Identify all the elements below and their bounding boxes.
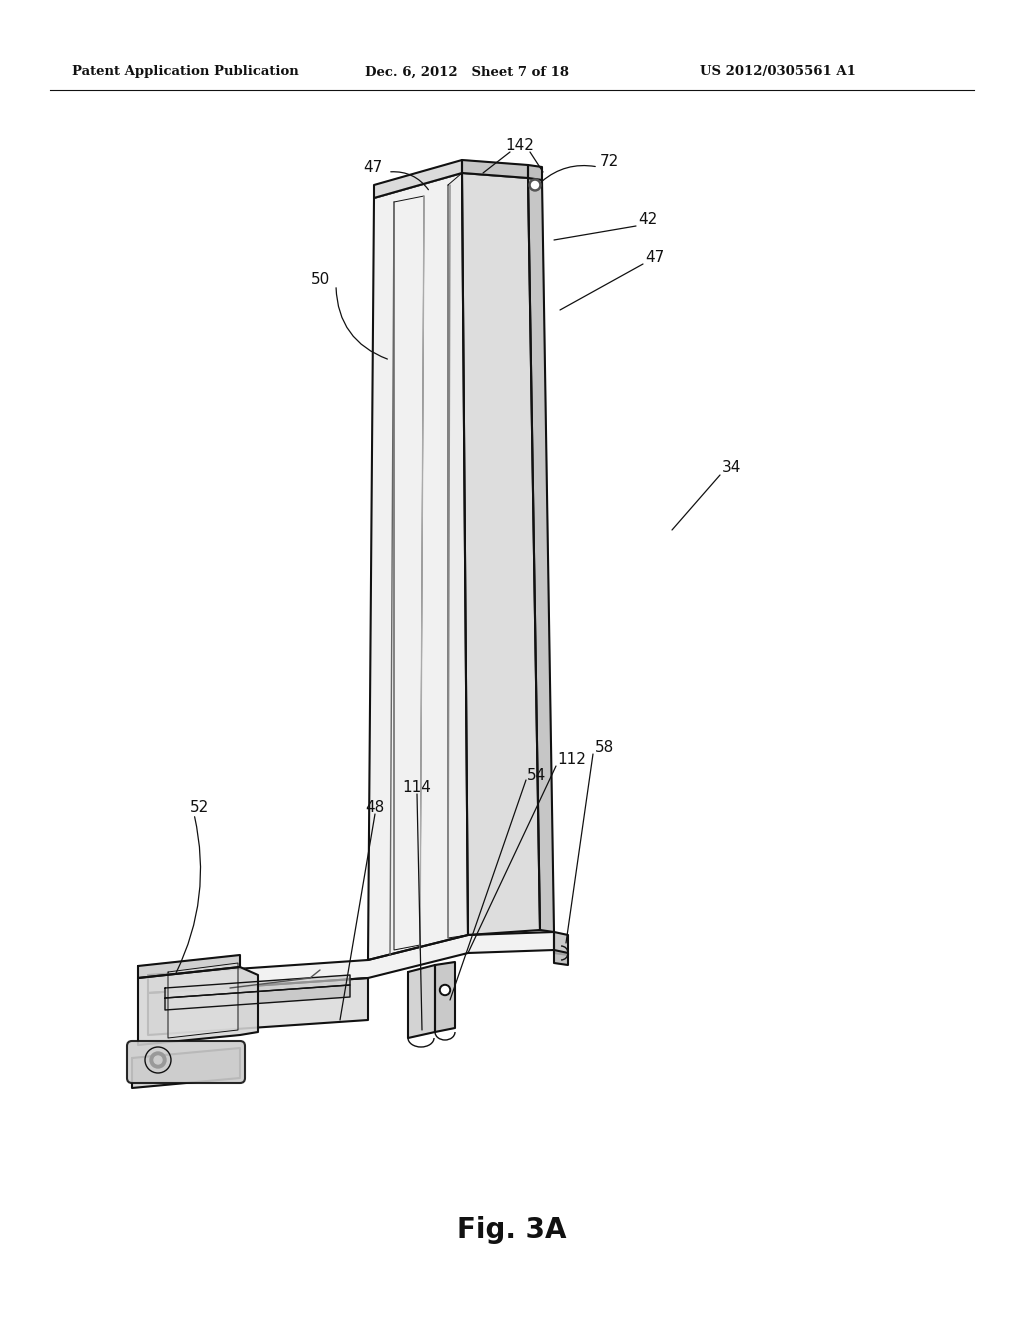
Polygon shape <box>165 985 350 1010</box>
Text: 114: 114 <box>402 780 431 796</box>
Text: Dec. 6, 2012   Sheet 7 of 18: Dec. 6, 2012 Sheet 7 of 18 <box>365 66 569 78</box>
Polygon shape <box>462 173 540 935</box>
Text: Fig. 3A: Fig. 3A <box>458 1216 566 1243</box>
Text: 52: 52 <box>190 800 209 816</box>
Circle shape <box>150 1052 166 1068</box>
Polygon shape <box>374 160 462 198</box>
Text: 47: 47 <box>364 161 383 176</box>
Polygon shape <box>132 1048 240 1088</box>
Polygon shape <box>368 173 468 960</box>
Polygon shape <box>554 950 568 965</box>
Circle shape <box>154 1056 162 1064</box>
Polygon shape <box>528 178 554 932</box>
Text: 58: 58 <box>595 741 614 755</box>
Circle shape <box>439 985 451 995</box>
FancyBboxPatch shape <box>127 1041 245 1082</box>
Circle shape <box>529 180 541 191</box>
Polygon shape <box>408 965 435 1038</box>
Text: Patent Application Publication: Patent Application Publication <box>72 66 299 78</box>
Polygon shape <box>449 173 468 939</box>
Polygon shape <box>168 964 238 1038</box>
Text: 112: 112 <box>557 752 586 767</box>
Circle shape <box>531 181 539 189</box>
Text: US 2012/0305561 A1: US 2012/0305561 A1 <box>700 66 856 78</box>
Polygon shape <box>554 932 568 954</box>
Polygon shape <box>148 932 554 993</box>
Text: 34: 34 <box>722 461 741 475</box>
Text: 142: 142 <box>506 137 535 153</box>
Polygon shape <box>148 978 368 1035</box>
Polygon shape <box>165 975 350 998</box>
Polygon shape <box>394 195 424 950</box>
Polygon shape <box>462 160 528 178</box>
Text: 48: 48 <box>366 800 385 816</box>
Text: 42: 42 <box>638 213 657 227</box>
Polygon shape <box>138 968 258 1045</box>
Polygon shape <box>528 165 542 180</box>
Polygon shape <box>138 954 240 978</box>
Text: 72: 72 <box>600 154 620 169</box>
Text: 50: 50 <box>310 272 330 288</box>
Text: 47: 47 <box>645 251 665 265</box>
Circle shape <box>441 986 449 994</box>
Text: 54: 54 <box>527 767 546 783</box>
Polygon shape <box>435 962 455 1032</box>
